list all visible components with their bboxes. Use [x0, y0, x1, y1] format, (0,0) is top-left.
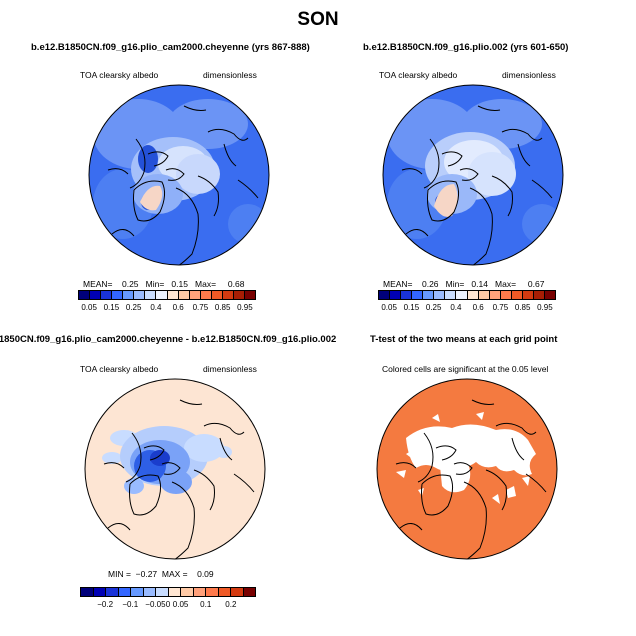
- colorbar-ticks-bottom-left: −0.2 −0.1 −0.05 0 0.05 0.1 0.2: [80, 600, 256, 612]
- colorbar-tick-label: 0.95: [237, 303, 253, 312]
- colorbar-swatch: [488, 291, 500, 299]
- stats-bottom-left: MIN = −0.27 MAX = 0.09: [108, 569, 214, 579]
- colorbar-swatch: [155, 588, 168, 596]
- colorbar-swatch: [192, 588, 205, 596]
- colorbar-swatch: [130, 588, 143, 596]
- colorbar-tick-label: 0.4: [450, 303, 462, 312]
- colorbar-top-right: [378, 290, 556, 300]
- stats-top-left: MEAN= 0.25 Min= 0.15 Max= 0.68: [83, 279, 245, 289]
- variable-label-bottom-left: TOA clearsky albedo: [80, 364, 159, 374]
- panel-title-bottom-right: T-test of the two means at each grid poi…: [370, 334, 558, 345]
- colorbar-swatch: [81, 588, 93, 596]
- stats-top-right: MEAN= 0.26 Min= 0.14 Max= 0.67: [383, 279, 545, 289]
- colorbar-tick-label: 0.25: [125, 303, 142, 312]
- colorbar-swatch: [177, 291, 189, 299]
- panel-title-top-left: b.e12.B1850CN.f09_g16.plio_cam2000.cheye…: [31, 42, 310, 53]
- colorbar-tick-label: 0.2: [225, 600, 237, 609]
- page-title: SON: [297, 9, 339, 30]
- colorbar-bottom-left: [80, 587, 256, 597]
- units-label-top-right: dimensionless: [502, 70, 556, 80]
- colorbar-tick-label: 0.75: [492, 303, 509, 312]
- colorbar-swatch: [455, 291, 467, 299]
- colorbar-tick-label: 0.05: [381, 303, 397, 312]
- colorbar-ticks-top-left: 0.05 0.15 0.25 0.4 0.6 0.75 0.85 0.95: [78, 303, 256, 315]
- colorbar-swatch: [379, 291, 390, 299]
- colorbar-swatch: [411, 291, 423, 299]
- colorbar-swatch: [111, 291, 123, 299]
- variable-label-top-left: TOA clearsky albedo: [80, 70, 159, 80]
- colorbar-swatch: [133, 291, 145, 299]
- colorbar-swatch: [217, 588, 230, 596]
- colorbar-swatch: [199, 291, 211, 299]
- colorbar-tick-label: 0.85: [514, 303, 531, 312]
- panel-title-top-right: b.e12.B1850CN.f09_g16.plio.002 (yrs 601-…: [363, 42, 569, 53]
- panel-title-bottom-left: B1850CN.f09_g16.plio_cam2000.cheyenne - …: [0, 334, 337, 345]
- colorbar-swatch: [210, 291, 222, 299]
- colorbar-swatch: [444, 291, 456, 299]
- colorbar-swatch: [433, 291, 445, 299]
- colorbar-swatch: [243, 291, 255, 299]
- colorbar-swatch: [122, 291, 134, 299]
- colorbar-swatch: [105, 588, 118, 596]
- colorbar-swatch: [400, 291, 412, 299]
- colorbar-swatch: [166, 291, 178, 299]
- colorbar-ticks-top-right: 0.05 0.15 0.25 0.4 0.6 0.75 0.85 0.95: [378, 303, 556, 315]
- units-label-top-left: dimensionless: [203, 70, 257, 80]
- colorbar-swatch: [499, 291, 511, 299]
- polar-map-top-right: [382, 84, 564, 266]
- colorbar-swatch: [232, 291, 244, 299]
- variable-label-top-right: TOA clearsky albedo: [379, 70, 458, 80]
- colorbar-swatch: [205, 588, 218, 596]
- colorbar-tick-label: 0.75: [192, 303, 209, 312]
- colorbar-swatch: [92, 588, 105, 596]
- colorbar-swatch: [155, 291, 167, 299]
- colorbar-tick-label: 0.15: [403, 303, 420, 312]
- colorbar-swatch: [89, 291, 101, 299]
- colorbar-swatch: [188, 291, 200, 299]
- colorbar-swatch: [389, 291, 401, 299]
- colorbar-swatch: [242, 588, 255, 596]
- colorbar-swatch: [532, 291, 544, 299]
- colorbar-swatch: [144, 291, 156, 299]
- significance-note: Colored cells are significant at the 0.0…: [382, 364, 549, 374]
- colorbar-swatch: [422, 291, 434, 299]
- colorbar-tick-label: 0.05: [81, 303, 97, 312]
- colorbar-swatch: [230, 588, 243, 596]
- colorbar-swatch: [543, 291, 555, 299]
- colorbar-swatch: [521, 291, 533, 299]
- colorbar-tick-label: 0.6: [172, 303, 184, 312]
- colorbar-swatch: [466, 291, 478, 299]
- colorbar-swatch: [221, 291, 233, 299]
- colorbar-swatch: [100, 291, 112, 299]
- colorbar-swatch: [477, 291, 489, 299]
- colorbar-tick-label: 0.15: [103, 303, 120, 312]
- colorbar-tick-label: −0.1: [122, 600, 139, 609]
- colorbar-swatch: [167, 588, 180, 596]
- colorbar-swatch: [510, 291, 522, 299]
- colorbar-tick-label: 0.25: [425, 303, 442, 312]
- colorbar-swatch: [117, 588, 130, 596]
- polar-map-bottom-right: [376, 378, 558, 560]
- units-label-bottom-left: dimensionless: [203, 364, 257, 374]
- colorbar-top-left: [78, 290, 256, 300]
- polar-map-top-left: [88, 84, 270, 266]
- polar-map-bottom-left: [84, 378, 266, 560]
- colorbar-swatch: [142, 588, 155, 596]
- colorbar-tick-label: 0: [165, 600, 171, 609]
- colorbar-tick-label: 0.1: [200, 600, 212, 609]
- colorbar-swatch: [79, 291, 90, 299]
- colorbar-tick-label: 0.4: [150, 303, 162, 312]
- colorbar-tick-label: −0.2: [97, 600, 114, 609]
- colorbar-tick-label: 0.85: [214, 303, 231, 312]
- colorbar-swatch: [180, 588, 193, 596]
- colorbar-tick-label: −0.05: [145, 600, 166, 609]
- colorbar-tick-label: 0.6: [472, 303, 484, 312]
- colorbar-tick-label: 0.05: [172, 600, 189, 609]
- colorbar-tick-label: 0.95: [537, 303, 553, 312]
